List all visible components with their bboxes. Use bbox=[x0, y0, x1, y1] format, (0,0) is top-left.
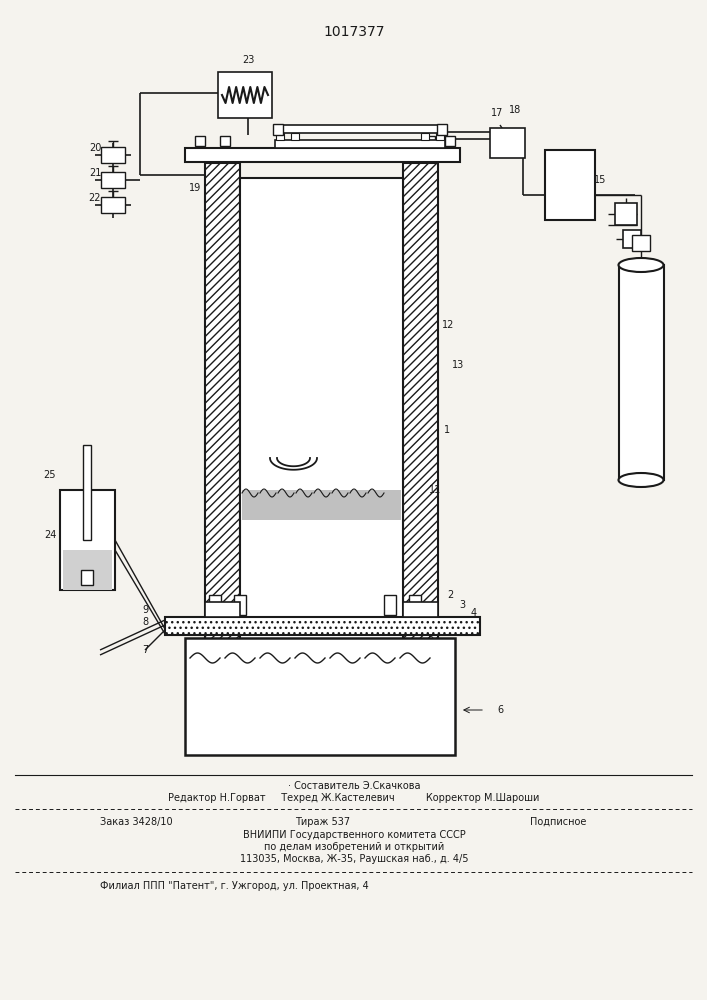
Text: 18: 18 bbox=[509, 105, 521, 115]
Text: 21: 21 bbox=[89, 168, 101, 178]
Text: по делам изобретений и открытий: по делам изобретений и открытий bbox=[264, 842, 444, 852]
Ellipse shape bbox=[619, 258, 663, 272]
Text: Подписное: Подписное bbox=[530, 817, 586, 827]
Bar bbox=[273, 124, 283, 135]
Text: 1: 1 bbox=[444, 425, 450, 435]
Bar bbox=[195, 136, 205, 146]
Bar bbox=[242, 490, 401, 520]
Text: 13: 13 bbox=[452, 360, 464, 370]
Bar bbox=[445, 136, 455, 146]
Bar bbox=[275, 140, 445, 148]
Text: 10: 10 bbox=[354, 500, 366, 510]
Text: 8: 8 bbox=[142, 617, 148, 627]
Text: 3: 3 bbox=[459, 600, 465, 610]
Text: Филиал ППП "Патент", г. Ужгород, ул. Проектная, 4: Филиал ППП "Патент", г. Ужгород, ул. Про… bbox=[100, 881, 369, 891]
Bar bbox=[384, 595, 396, 615]
Text: Заказ 3428/10: Заказ 3428/10 bbox=[100, 817, 173, 827]
Bar bbox=[205, 602, 240, 617]
Text: 6: 6 bbox=[497, 705, 503, 715]
Bar bbox=[436, 133, 444, 140]
Bar bbox=[209, 595, 221, 615]
Bar bbox=[275, 125, 445, 133]
Text: Тираж 537: Тираж 537 bbox=[295, 817, 350, 827]
Bar bbox=[81, 570, 93, 585]
Text: 1017377: 1017377 bbox=[323, 25, 385, 39]
Bar bbox=[403, 602, 438, 617]
Bar bbox=[60, 490, 115, 590]
Bar bbox=[185, 148, 460, 162]
Text: 24: 24 bbox=[44, 530, 56, 540]
Bar bbox=[425, 136, 435, 146]
Bar bbox=[403, 163, 438, 658]
Bar bbox=[437, 124, 447, 135]
Bar bbox=[623, 230, 641, 248]
Text: 2: 2 bbox=[447, 590, 453, 600]
Bar bbox=[101, 197, 125, 213]
Bar bbox=[490, 128, 525, 158]
Bar bbox=[83, 445, 91, 540]
Bar bbox=[291, 133, 299, 140]
Text: · Составитель Э.Скачкова: · Составитель Э.Скачкова bbox=[288, 781, 420, 791]
Text: 19: 19 bbox=[189, 183, 201, 193]
Bar bbox=[220, 136, 230, 146]
Text: 20: 20 bbox=[89, 143, 101, 153]
Bar bbox=[234, 595, 246, 615]
Text: 9: 9 bbox=[142, 605, 148, 615]
Text: Редактор Н.Горват     Техред Ж.Кастелевич          Корректор М.Шароши: Редактор Н.Горват Техред Ж.Кастелевич Ко… bbox=[168, 793, 539, 803]
Text: ВНИИПИ Государственного комитета СССР: ВНИИПИ Государственного комитета СССР bbox=[243, 830, 465, 840]
Bar bbox=[409, 595, 421, 615]
Bar bbox=[619, 265, 664, 480]
Text: 12: 12 bbox=[442, 320, 454, 330]
Text: 11: 11 bbox=[429, 485, 441, 495]
Bar bbox=[205, 163, 240, 658]
Bar bbox=[421, 133, 429, 140]
Bar bbox=[545, 150, 595, 220]
Bar bbox=[63, 550, 112, 590]
Text: 5: 5 bbox=[427, 633, 433, 643]
Text: 113035, Москва, Ж-35, Раушская наб., д. 4/5: 113035, Москва, Ж-35, Раушская наб., д. … bbox=[240, 854, 468, 864]
Text: 22: 22 bbox=[89, 193, 101, 203]
Bar bbox=[240, 178, 403, 658]
Bar bbox=[101, 172, 125, 188]
Bar bbox=[101, 147, 125, 163]
Text: 23: 23 bbox=[242, 55, 255, 65]
Text: 4: 4 bbox=[471, 608, 477, 618]
Text: 14: 14 bbox=[649, 365, 661, 375]
Bar bbox=[165, 617, 480, 635]
Bar bbox=[615, 203, 637, 225]
Bar bbox=[276, 133, 284, 140]
Text: 25: 25 bbox=[44, 470, 57, 480]
Bar bbox=[632, 235, 650, 251]
Ellipse shape bbox=[619, 473, 663, 487]
Bar bbox=[218, 72, 272, 118]
Text: 7: 7 bbox=[142, 645, 148, 655]
Bar bbox=[185, 638, 455, 755]
Text: 17: 17 bbox=[491, 108, 503, 118]
Text: 15: 15 bbox=[594, 175, 606, 185]
